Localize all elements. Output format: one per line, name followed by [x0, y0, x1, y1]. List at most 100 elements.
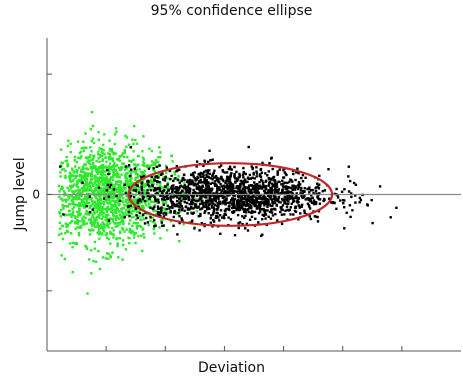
data-point [200, 222, 203, 225]
data-point [111, 178, 115, 182]
data-point [291, 198, 295, 201]
data-point [123, 216, 126, 219]
data-point [199, 171, 203, 175]
data-point [318, 174, 321, 177]
data-point [107, 168, 110, 172]
data-point [263, 202, 266, 205]
data-point [152, 200, 155, 203]
data-point [174, 204, 177, 208]
data-point [170, 199, 173, 203]
data-point [78, 203, 81, 207]
data-point [218, 200, 221, 203]
data-point [229, 182, 232, 185]
data-point [116, 224, 119, 227]
data-point [136, 173, 140, 177]
data-point [212, 194, 215, 197]
data-point [90, 249, 93, 252]
data-point [64, 222, 67, 225]
data-point [281, 204, 285, 207]
data-point [142, 171, 145, 174]
data-point [103, 190, 106, 193]
data-point [241, 206, 244, 209]
data-point [81, 168, 84, 171]
data-point [219, 164, 223, 167]
data-point [88, 213, 91, 216]
data-point [248, 196, 251, 200]
data-point [125, 145, 128, 148]
data-point [97, 153, 100, 156]
data-point [85, 189, 89, 192]
data-point [199, 202, 202, 206]
data-point [200, 195, 204, 198]
data-point [105, 208, 108, 212]
data-point [102, 200, 106, 204]
data-point [253, 210, 257, 214]
data-point [66, 144, 70, 148]
data-point [177, 212, 180, 215]
data-point [232, 203, 236, 206]
data-point [232, 210, 235, 213]
data-point [209, 159, 212, 162]
data-point [133, 167, 136, 170]
data-point [114, 127, 118, 130]
data-point [97, 167, 100, 171]
data-point [191, 202, 195, 205]
data-point [112, 167, 116, 170]
data-point [281, 184, 285, 188]
data-point [71, 212, 74, 215]
data-point [109, 200, 112, 203]
data-point [100, 180, 103, 183]
data-point [85, 205, 88, 208]
data-point [135, 203, 138, 207]
data-point [250, 165, 253, 168]
data-point [141, 197, 145, 201]
data-point [95, 170, 98, 173]
data-point [130, 177, 133, 180]
data-point [61, 237, 65, 241]
data-point [211, 178, 214, 181]
data-point [204, 179, 207, 182]
data-point [97, 202, 100, 205]
data-point [154, 188, 157, 192]
data-point [288, 186, 291, 189]
data-point [58, 233, 61, 236]
data-point [75, 171, 79, 174]
data-point [204, 203, 207, 206]
data-point [186, 189, 189, 192]
data-point [270, 156, 273, 159]
data-point [204, 209, 207, 213]
data-point [173, 187, 176, 190]
data-point [287, 202, 290, 206]
data-point [109, 210, 113, 213]
data-point [156, 187, 159, 191]
data-point [285, 202, 288, 205]
data-point [153, 179, 157, 182]
data-point [242, 197, 245, 200]
data-point [77, 210, 81, 213]
data-point [100, 173, 103, 176]
data-point [146, 189, 149, 192]
data-point [113, 199, 116, 202]
data-point [63, 198, 67, 201]
data-point [187, 182, 190, 185]
data-point [91, 221, 95, 224]
data-point [252, 171, 255, 175]
data-point [226, 180, 230, 183]
data-point [74, 189, 78, 192]
data-point [132, 236, 136, 239]
data-point [340, 190, 344, 193]
data-point [123, 186, 126, 190]
data-point [104, 165, 107, 168]
data-point [202, 164, 205, 168]
data-point [162, 224, 165, 227]
data-point [289, 213, 292, 216]
data-point [109, 254, 112, 257]
data-point [255, 172, 259, 175]
data-point [110, 182, 113, 185]
data-point [77, 234, 81, 237]
data-point [205, 201, 208, 204]
data-point [141, 249, 144, 253]
data-point [107, 213, 110, 216]
data-point [143, 199, 147, 203]
data-point [102, 176, 106, 180]
